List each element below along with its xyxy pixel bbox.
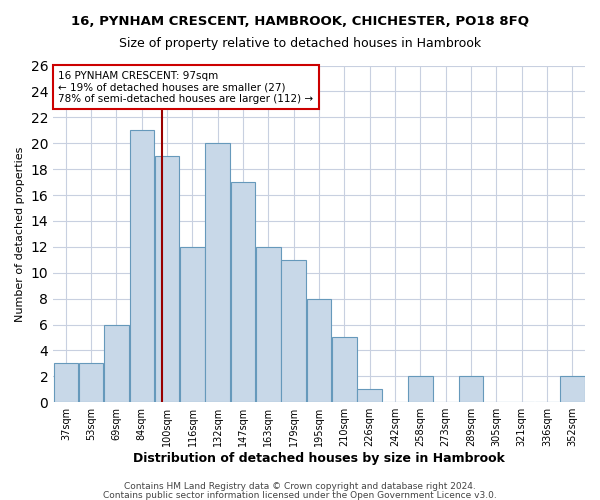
Bar <box>180 247 205 402</box>
Bar <box>155 156 179 402</box>
Bar <box>358 390 382 402</box>
X-axis label: Distribution of detached houses by size in Hambrook: Distribution of detached houses by size … <box>133 452 505 465</box>
Text: 16 PYNHAM CRESCENT: 97sqm
← 19% of detached houses are smaller (27)
78% of semi-: 16 PYNHAM CRESCENT: 97sqm ← 19% of detac… <box>58 70 314 104</box>
Bar <box>459 376 484 402</box>
Text: Size of property relative to detached houses in Hambrook: Size of property relative to detached ho… <box>119 38 481 51</box>
Bar <box>560 376 584 402</box>
Bar <box>332 338 356 402</box>
Y-axis label: Number of detached properties: Number of detached properties <box>15 146 25 322</box>
Bar <box>53 364 78 402</box>
Text: 16, PYNHAM CRESCENT, HAMBROOK, CHICHESTER, PO18 8FQ: 16, PYNHAM CRESCENT, HAMBROOK, CHICHESTE… <box>71 15 529 28</box>
Bar <box>408 376 433 402</box>
Bar <box>104 324 129 402</box>
Bar <box>256 247 281 402</box>
Text: Contains public sector information licensed under the Open Government Licence v3: Contains public sector information licen… <box>103 490 497 500</box>
Bar <box>307 298 331 402</box>
Bar <box>231 182 256 402</box>
Text: Contains HM Land Registry data © Crown copyright and database right 2024.: Contains HM Land Registry data © Crown c… <box>124 482 476 491</box>
Bar <box>281 260 306 402</box>
Bar <box>205 143 230 402</box>
Bar <box>130 130 154 402</box>
Bar <box>79 364 103 402</box>
